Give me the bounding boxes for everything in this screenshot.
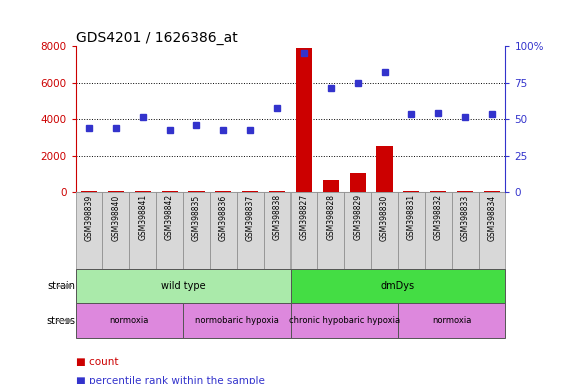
Bar — [296, 48, 312, 192]
Bar — [430, 191, 446, 192]
Text: GSM398835: GSM398835 — [192, 194, 201, 240]
Bar — [183, 303, 290, 338]
Bar — [108, 191, 124, 192]
Bar — [376, 146, 393, 192]
Text: GSM398831: GSM398831 — [407, 194, 416, 240]
Bar — [210, 192, 237, 269]
Bar — [215, 191, 231, 192]
Bar — [425, 192, 451, 269]
Text: strain: strain — [48, 281, 76, 291]
Text: GSM398828: GSM398828 — [327, 194, 335, 240]
Bar — [398, 192, 425, 269]
Text: GSM398833: GSM398833 — [461, 194, 469, 240]
Bar — [290, 303, 398, 338]
Text: GSM398827: GSM398827 — [299, 194, 309, 240]
Bar — [317, 192, 344, 269]
Bar — [264, 192, 290, 269]
Text: GSM398832: GSM398832 — [434, 194, 443, 240]
Bar — [484, 191, 500, 192]
Text: normobaric hypoxia: normobaric hypoxia — [195, 316, 279, 325]
Bar — [76, 192, 102, 269]
Bar — [76, 303, 183, 338]
Text: GSM398830: GSM398830 — [380, 194, 389, 240]
Bar — [135, 191, 151, 192]
Text: GSM398842: GSM398842 — [165, 194, 174, 240]
Bar — [129, 192, 156, 269]
Bar — [479, 192, 505, 269]
Text: GSM398829: GSM398829 — [353, 194, 362, 240]
Bar — [290, 192, 317, 269]
Text: wild type: wild type — [161, 281, 205, 291]
Text: ■ percentile rank within the sample: ■ percentile rank within the sample — [76, 376, 264, 384]
Text: GSM398840: GSM398840 — [112, 194, 120, 240]
Bar — [403, 191, 419, 192]
Bar — [452, 192, 479, 269]
Bar — [183, 192, 210, 269]
Text: GSM398841: GSM398841 — [138, 194, 147, 240]
Bar — [188, 191, 205, 192]
Bar — [76, 269, 290, 303]
Text: GDS4201 / 1626386_at: GDS4201 / 1626386_at — [76, 31, 237, 45]
Text: GSM398839: GSM398839 — [84, 194, 94, 240]
Text: ■ count: ■ count — [76, 357, 118, 367]
Text: GSM398836: GSM398836 — [219, 194, 228, 240]
Text: normoxia: normoxia — [432, 316, 471, 325]
Bar — [350, 174, 365, 192]
Text: GSM398838: GSM398838 — [272, 194, 282, 240]
Text: stress: stress — [46, 316, 76, 326]
Bar — [290, 269, 505, 303]
Text: normoxia: normoxia — [110, 316, 149, 325]
Bar — [344, 192, 371, 269]
Bar — [398, 303, 505, 338]
Text: chronic hypobaric hypoxia: chronic hypobaric hypoxia — [289, 316, 400, 325]
Text: GSM398834: GSM398834 — [487, 194, 497, 240]
Bar — [242, 191, 258, 192]
Bar — [237, 192, 264, 269]
Text: GSM398837: GSM398837 — [246, 194, 254, 240]
Bar — [162, 191, 178, 192]
Bar — [371, 192, 398, 269]
Bar — [322, 180, 339, 192]
Text: dmDys: dmDys — [381, 281, 415, 291]
Bar — [102, 192, 130, 269]
Bar — [156, 192, 183, 269]
Bar — [81, 191, 97, 192]
Bar — [269, 191, 285, 192]
Bar — [457, 191, 473, 192]
